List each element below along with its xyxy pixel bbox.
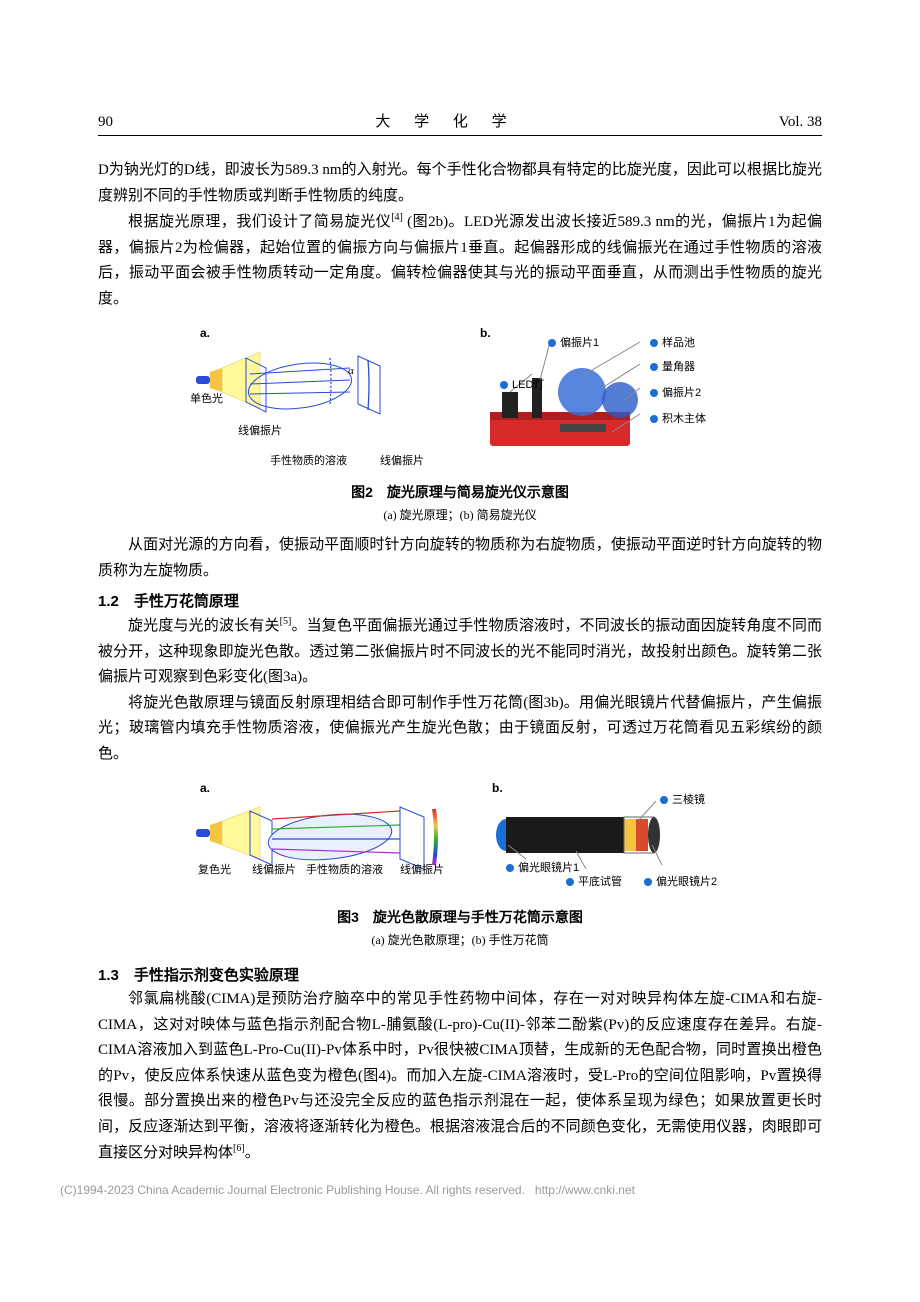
page-header: 90 大 学 化 学 Vol. 38	[98, 110, 822, 136]
paragraph-3: 从面对光源的方向看，使振动平面顺时针方向旋转的物质称为右旋物质，使振动平面逆时针…	[98, 533, 822, 584]
paragraph-1: D为钠光灯的D线，即波长为589.3 nm的入射光。每个手性化合物都具有特定的比…	[98, 158, 822, 209]
fig2b-svg	[472, 332, 722, 472]
fig2a-lbl-polarizer1: 线偏振片	[238, 422, 282, 438]
fig3a-lbl-pol1: 线偏振片	[252, 861, 296, 877]
fig3b-lbl-prism: 三棱镜	[660, 791, 705, 807]
footer-link[interactable]: http://www.cnki.net	[535, 1183, 635, 1197]
dot-icon	[644, 878, 652, 886]
fig3a-lbl-polylight: 复色光	[198, 861, 231, 877]
fig2-caption: 图2 旋光原理与简易旋光仪示意图	[98, 482, 822, 502]
fig2b-lbl-sample: 样品池	[650, 334, 695, 350]
page-number: 90	[98, 114, 113, 131]
fig2-subcaption: (a) 旋光原理；(b) 简易旋光仪	[98, 506, 822, 523]
dot-icon	[566, 878, 574, 886]
paragraph-5: 将旋光色散原理与镜面反射原理相结合即可制作手性万花筒(图3b)。用偏光眼镜片代替…	[98, 691, 822, 768]
dot-icon	[506, 864, 514, 872]
paragraph-6: 邻氯扁桃酸(CIMA)是预防治疗脑卒中的常见手性药物中间体，存在一对对映异构体左…	[98, 987, 822, 1167]
volume-label: Vol. 38	[779, 114, 822, 131]
ref-4: [4]	[391, 212, 403, 223]
fig2b-lbl-led: LED灯	[500, 376, 544, 392]
dot-icon	[650, 339, 658, 347]
dot-icon	[548, 339, 556, 347]
fig2b-lbl-block: 积木主体	[650, 410, 706, 426]
para2-text-a: 根据旋光原理，我们设计了简易旋光仪	[128, 214, 391, 230]
journal-title: 大 学 化 学	[375, 110, 516, 131]
figure-3: a. b.	[98, 781, 822, 948]
svg-text:α: α	[348, 365, 354, 377]
fig2a-svg: α	[190, 332, 460, 472]
fig2a-lbl-solution: 手性物质的溶液	[270, 452, 347, 468]
paragraph-4: 旋光度与光的波长有关[5]。当复色平面偏振光通过手性物质溶液时，不同波长的振动面…	[98, 613, 822, 691]
figure-2: a. b. α 单色光 线偏振片 手性物质的溶液 线偏振片	[98, 326, 822, 523]
fig2b-lbl-pol1: 偏振片1	[548, 334, 599, 350]
dot-icon	[650, 389, 658, 397]
dot-icon	[650, 415, 658, 423]
para6-text-a: 邻氯扁桃酸(CIMA)是预防治疗脑卒中的常见手性药物中间体，存在一对对映异构体左…	[98, 991, 822, 1161]
dot-icon	[650, 363, 658, 371]
ref-5: [5]	[280, 616, 292, 627]
footer-text: (C)1994-2023 China Academic Journal Elec…	[60, 1183, 525, 1197]
para6-text-b: 。	[245, 1145, 260, 1161]
fig2a-lbl-monolight: 单色光	[190, 390, 223, 406]
paragraph-2: 根据旋光原理，我们设计了简易旋光仪[4] (图2b)。LED光源发出波长接近58…	[98, 209, 822, 312]
fig2b-lbl-protractor: 量角器	[650, 358, 695, 374]
fig3-caption: 图3 旋光色散原理与手性万花筒示意图	[98, 907, 822, 927]
dot-icon	[500, 381, 508, 389]
section-1-3-heading: 1.3 手性指示剂变色实验原理	[98, 964, 822, 985]
section-1-2-heading: 1.2 手性万花筒原理	[98, 590, 822, 611]
fig3b-lbl-tube: 平底试管	[566, 873, 622, 889]
fig2a-lbl-polarizer2: 线偏振片	[380, 452, 424, 468]
fig2b-lbl-pol2: 偏振片2	[650, 384, 701, 400]
dot-icon	[660, 796, 668, 804]
fig3a-lbl-solution: 手性物质的溶液	[306, 861, 383, 877]
fig3-subcaption: (a) 旋光色散原理；(b) 手性万花筒	[98, 931, 822, 948]
para4-text-a: 旋光度与光的波长有关	[128, 618, 280, 634]
fig3a-lbl-pol2: 线偏振片	[400, 861, 444, 877]
fig3b-lbl-lens2: 偏光眼镜片2	[644, 873, 717, 889]
page-footer: (C)1994-2023 China Academic Journal Elec…	[60, 1183, 635, 1197]
ref-6: [6]	[233, 1143, 245, 1154]
